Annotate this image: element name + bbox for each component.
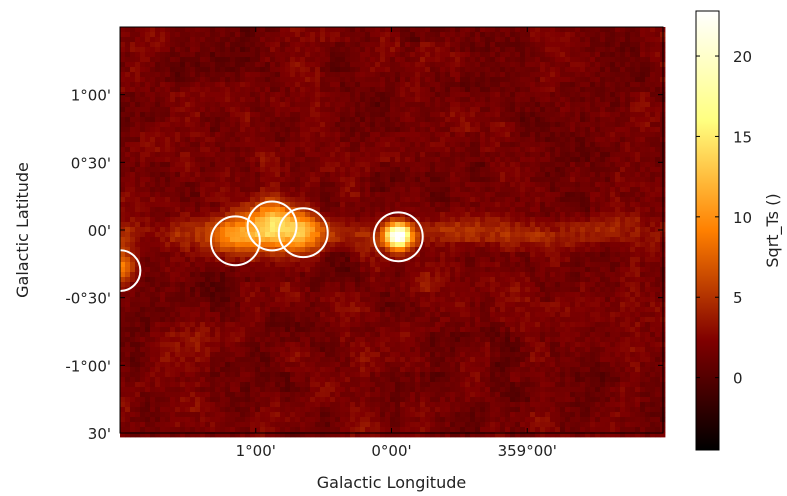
y-tick-label: 1°00': [71, 87, 111, 105]
colorbar-tick-label: 15: [733, 128, 752, 146]
colorbar-tick-label: 0: [733, 370, 743, 388]
colorbar: [696, 11, 719, 450]
y-tick-label: -1°00': [65, 357, 111, 375]
y-tick-label: -0°30': [65, 290, 111, 308]
heatmap-image: [120, 27, 665, 437]
y-axis-label: Galactic Latitude: [13, 162, 32, 298]
colorbar-tick-label: 20: [733, 48, 752, 66]
x-tick-label: 1°00': [236, 442, 276, 460]
colorbar-tick-label: 10: [733, 209, 752, 227]
x-tick-label: 0°00': [371, 442, 411, 460]
colorbar-tick-label: 5: [733, 289, 743, 307]
colorbar-label: Sqrt_Ts (): [763, 193, 783, 267]
y-tick-label: 0°30': [71, 154, 111, 172]
x-tick-label: 359°00': [498, 442, 557, 460]
y-tick-label: 30': [88, 425, 111, 443]
y-tick-label: 00': [88, 222, 111, 240]
x-axis-label: Galactic Longitude: [317, 473, 466, 492]
